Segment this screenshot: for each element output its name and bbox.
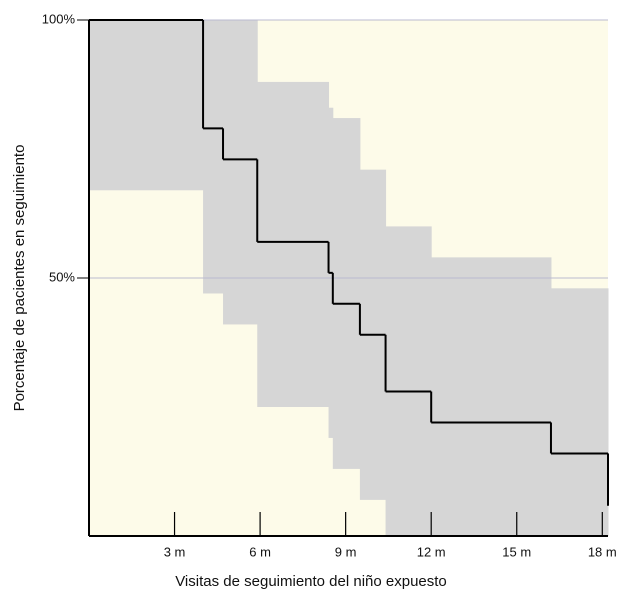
confidence-band [203,20,224,294]
step-end [607,504,609,507]
x-tick-label: 12 m [417,544,446,559]
x-tick-label: 15 m [502,544,531,559]
x-tick-label: 3 m [164,544,186,559]
y-tick-label: 100% [42,11,76,26]
confidence-band [550,288,609,536]
confidence-band [89,20,204,191]
confidence-band [223,20,258,325]
confidence-band [385,226,432,536]
x-axis-label: Visitas de seguimiento del niño expuesto [175,573,447,590]
confidence-band [257,81,330,408]
confidence-band [431,257,552,536]
x-tick-label: 9 m [335,544,357,559]
confidence-band [332,118,361,469]
x-tick-label: 18 m [588,544,617,559]
y-axis-label: Porcentaje de pacientes en seguimiento [11,145,28,412]
y-tick-label: 50% [49,269,75,284]
x-tick-label: 6 m [249,544,271,559]
